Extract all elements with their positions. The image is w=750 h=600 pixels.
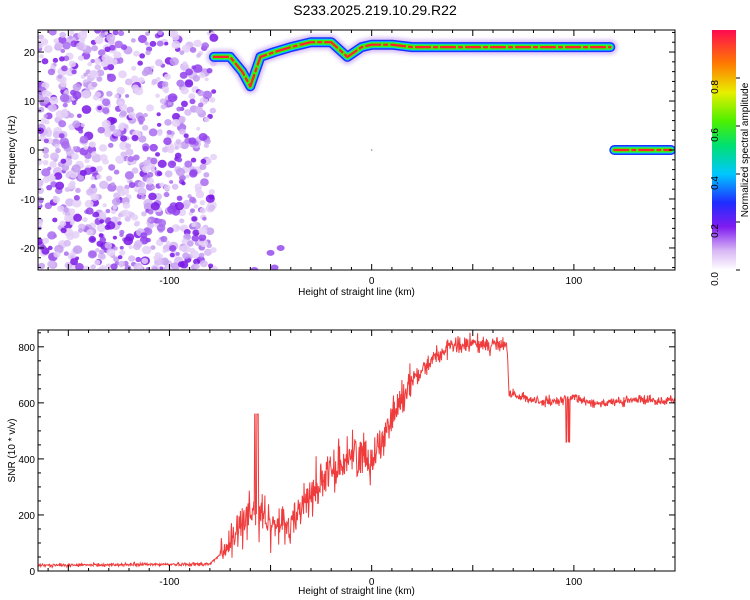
y-tick-label: 0 xyxy=(29,146,35,157)
y-tick-label: 400 xyxy=(18,455,35,466)
colorbar-tick-label: 0.4 xyxy=(710,176,721,190)
y-axis-label: Frequency (Hz) xyxy=(7,116,18,185)
y-tick-label: -20 xyxy=(21,244,36,255)
spectrogram-heatmap xyxy=(38,30,675,270)
colorbar-label: Normalized spectral amplitude xyxy=(740,82,750,217)
colorbar-tick-label: 0.0 xyxy=(710,272,721,286)
y-tick-label: 20 xyxy=(24,48,36,59)
snr-frame xyxy=(37,329,676,572)
x-tick-label: 0 xyxy=(369,577,375,588)
chart-title: S233.2025.219.10.29.R22 xyxy=(293,2,457,18)
y-tick-label: -10 xyxy=(21,195,36,206)
y-tick-label: 200 xyxy=(18,511,35,522)
x-tick-label: -100 xyxy=(159,577,179,588)
main-band xyxy=(206,34,618,94)
colorbar-tick-label: 0.6 xyxy=(710,128,721,142)
x-tick-label: 0 xyxy=(369,276,375,287)
colorbar xyxy=(712,30,736,270)
colorbar-tick-label: 0.8 xyxy=(710,80,721,94)
colorbar-tick-label: 0.2 xyxy=(710,224,721,238)
y-tick-label: 0 xyxy=(29,567,35,578)
x-axis-label: Height of straight line (km) xyxy=(298,586,415,597)
y-tick-label: 800 xyxy=(18,343,35,354)
noise-region xyxy=(38,30,285,270)
x-tick-label: -100 xyxy=(159,276,179,287)
x-axis-label: Height of straight line (km) xyxy=(298,287,415,298)
y-tick-label: 600 xyxy=(18,399,35,410)
x-tick-label: 100 xyxy=(566,577,583,588)
y-tick-label: 10 xyxy=(24,97,36,108)
heatmap-frame xyxy=(37,29,676,271)
snr-series xyxy=(38,332,675,569)
y-axis-label: SNR (10 * v/v) xyxy=(7,419,18,483)
x-tick-label: 100 xyxy=(566,276,583,287)
snr-line xyxy=(38,332,675,569)
